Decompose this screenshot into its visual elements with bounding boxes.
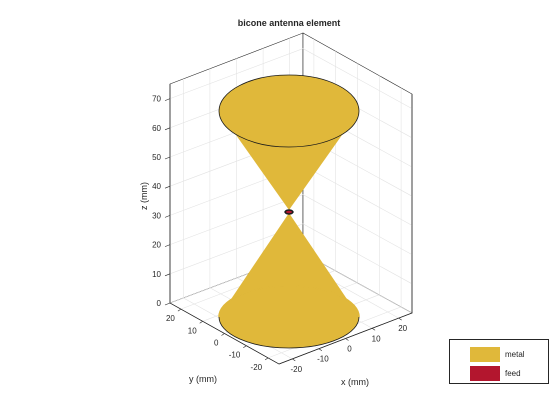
upper-cone-rim	[218, 74, 360, 148]
z-tick-label: 0	[157, 299, 162, 308]
y-axis-label: y (mm)	[189, 374, 217, 384]
y-tick-label: -20	[251, 363, 263, 372]
plot-title: bicone antenna element	[238, 18, 341, 28]
y-tick-label: 0	[214, 339, 219, 348]
z-tick-mark	[164, 302, 171, 306]
x-tick-mark	[292, 358, 296, 362]
x-tick-mark	[398, 317, 402, 321]
y-tick-mark	[177, 308, 182, 312]
z-gridline	[169, 48, 413, 109]
z-tick-mark	[164, 127, 171, 131]
y-tick-mark	[264, 357, 269, 361]
x-tick-label: 0	[347, 345, 352, 354]
legend: metal feed	[449, 339, 549, 384]
lower-cone-base-back-edge	[218, 285, 360, 318]
z-tick-label: 60	[152, 124, 161, 133]
z-tick-label: 40	[152, 182, 161, 191]
y-tick-mark	[221, 333, 225, 336]
z-tick-mark	[164, 273, 171, 277]
legend-swatch-feed	[470, 366, 500, 381]
x-tick-label: 10	[372, 334, 381, 343]
legend-item-feed: feed	[470, 366, 521, 381]
z-tick-label: 10	[152, 270, 161, 279]
x-tick-label: -20	[291, 365, 303, 374]
z-tick-mark	[164, 185, 171, 189]
y-tick-mark	[199, 321, 203, 324]
x-tick-label: 20	[398, 324, 407, 333]
legend-label-feed: feed	[505, 369, 521, 378]
y-tick-mark	[243, 345, 247, 348]
x-tick-mark	[371, 328, 376, 331]
bicone-antenna	[218, 74, 360, 349]
z-tick-mark	[164, 215, 171, 218]
z-tick-mark	[164, 98, 171, 101]
legend-swatch-metal	[470, 347, 500, 362]
z-tick-label: 70	[152, 95, 161, 104]
axis-ticks: 0 10 20 30 40 50 60 70 -20 -10 0 10 20 20 10 0 -10 -20	[152, 95, 408, 374]
z-gridline	[169, 194, 413, 255]
x-tick-mark	[345, 338, 349, 341]
z-gridline	[169, 223, 413, 285]
z-tick-label: 20	[152, 241, 161, 250]
x-tick-label: -10	[317, 355, 329, 364]
z-tick-mark	[164, 244, 171, 247]
y-tick-label: 10	[188, 326, 197, 335]
z-tick-mark	[164, 156, 171, 160]
z-axis-label: z (mm)	[139, 182, 149, 210]
legend-item-metal: metal	[470, 347, 525, 362]
legend-label-metal: metal	[505, 350, 525, 359]
feed-gap-inner	[286, 210, 292, 214]
z-tick-label: 50	[152, 153, 161, 162]
z-tick-label: 30	[152, 211, 161, 220]
x-axis-label: x (mm)	[341, 377, 369, 387]
y-tick-label: -10	[229, 351, 241, 360]
x-tick-mark	[318, 348, 323, 351]
y-tick-label: 20	[166, 314, 175, 323]
